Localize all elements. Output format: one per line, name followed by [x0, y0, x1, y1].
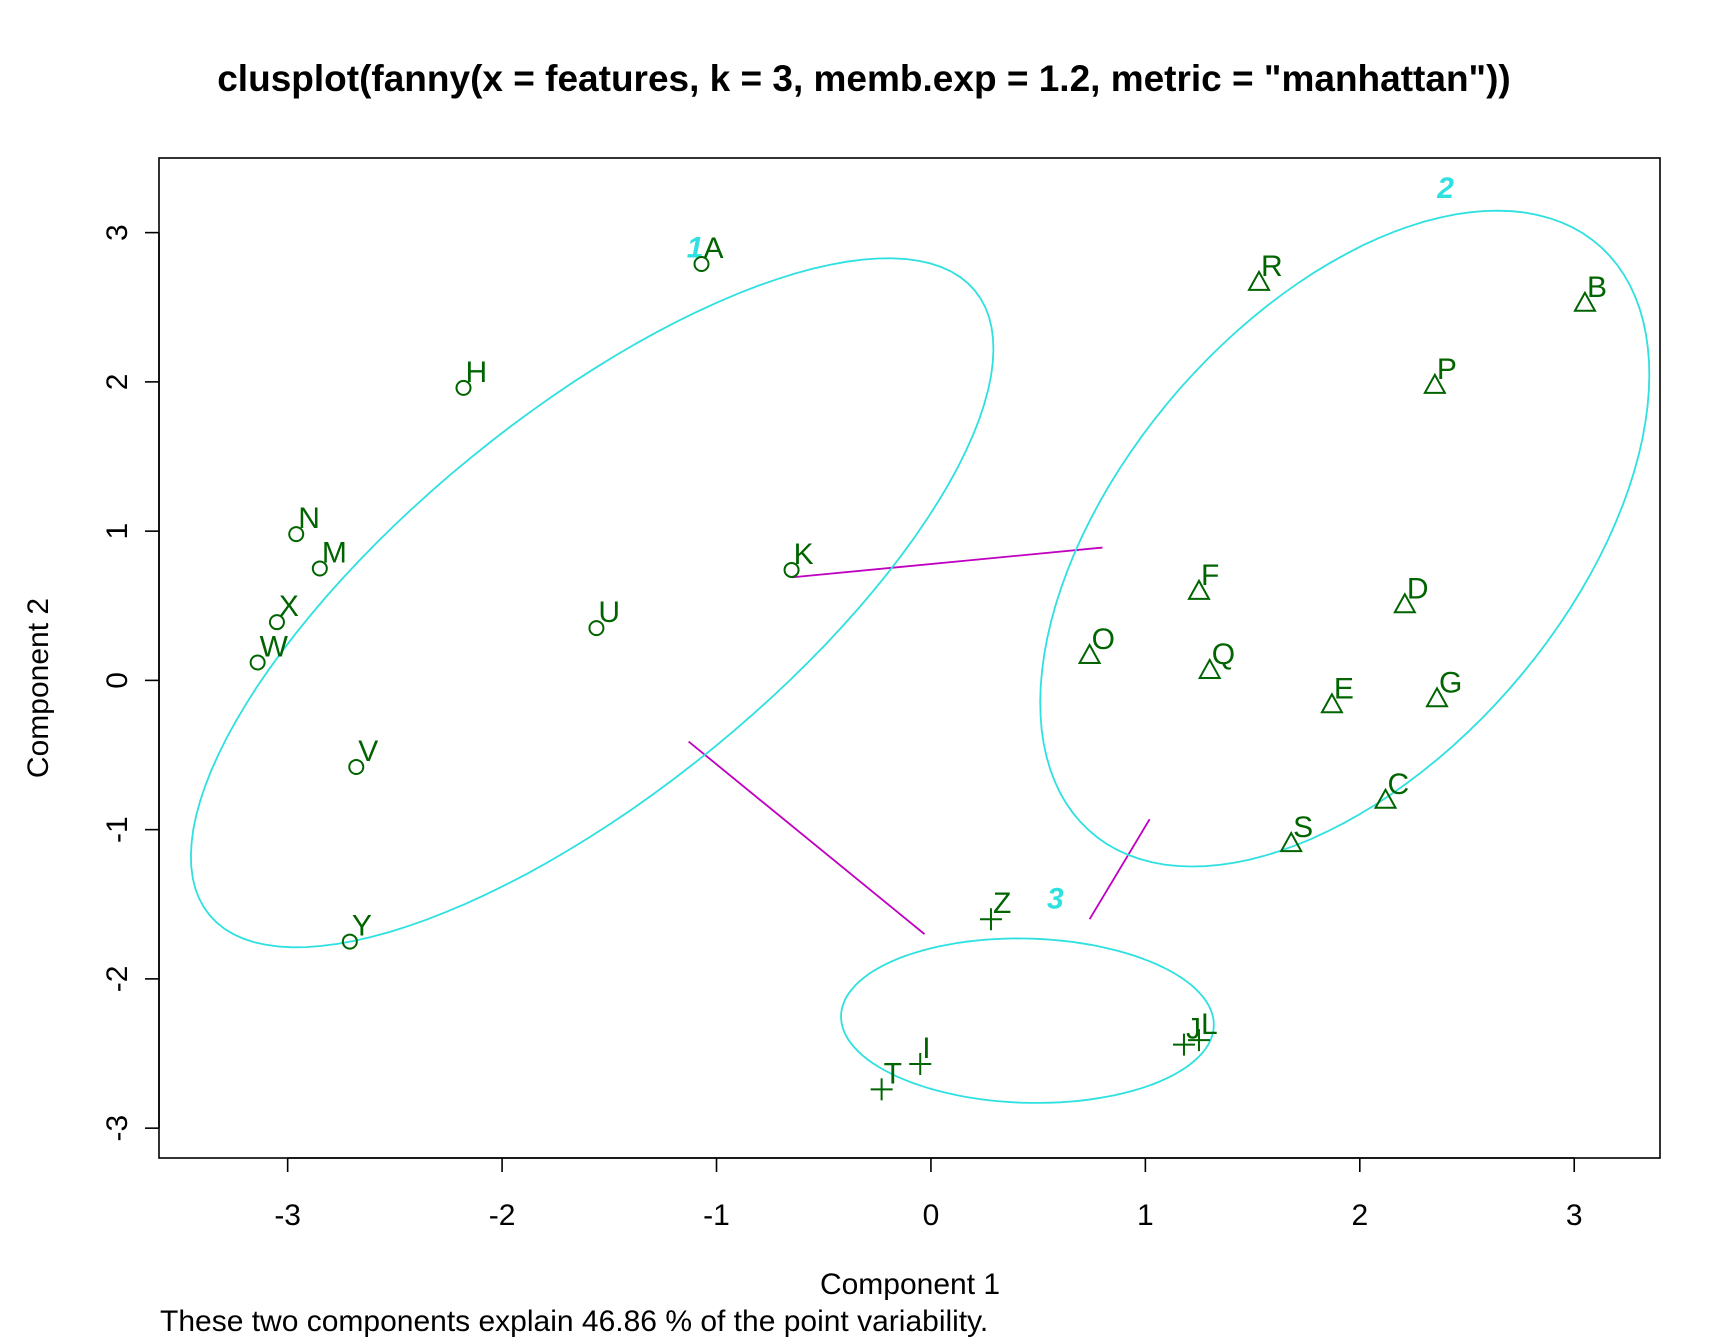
point-label-E: E — [1334, 672, 1354, 705]
cluster-distance-line — [688, 740, 926, 935]
point-label-Z: Z — [993, 887, 1011, 920]
y-tick-label: 3 — [101, 224, 134, 241]
y-tick-label: -2 — [101, 966, 134, 993]
point-label-X: X — [279, 590, 299, 623]
point-label-S: S — [1293, 811, 1313, 844]
cluster-label-2: 2 — [1436, 172, 1454, 205]
y-axis: -3 -2 -1 0 1 2 3 — [101, 224, 160, 1142]
point-label-R: R — [1261, 250, 1283, 283]
point-marker-G — [1425, 686, 1449, 708]
point-marker-W — [249, 654, 266, 671]
point-marker-U — [588, 620, 605, 637]
point-marker-V — [348, 758, 365, 775]
point-label-H: H — [465, 356, 487, 389]
x-tick-label: 3 — [1566, 1199, 1583, 1232]
point-label-O: O — [1092, 623, 1115, 656]
point-label-T: T — [884, 1057, 902, 1090]
point-label-V: V — [358, 735, 378, 768]
point-label-W: W — [260, 630, 289, 663]
point-marker-Z — [979, 908, 1002, 931]
point-marker-C — [1373, 787, 1398, 809]
point-label-F: F — [1201, 559, 1219, 592]
point-label-Y: Y — [352, 910, 372, 943]
point-marker-M — [311, 560, 328, 577]
point-label-K: K — [794, 538, 814, 571]
chart-title: clusplot(fanny(x = features, k = 3, memb… — [217, 58, 1511, 99]
point-label-J: J — [1186, 1013, 1201, 1046]
y-tick-label: 0 — [101, 672, 134, 689]
plot-frame — [158, 157, 1661, 1159]
point-marker-B — [1573, 290, 1597, 312]
y-tick-label: 1 — [101, 523, 134, 540]
cluster-label-3: 3 — [1047, 882, 1064, 915]
variability-note: These two components explain 46.86 % of … — [160, 1305, 989, 1338]
x-tick-label: -1 — [703, 1199, 730, 1232]
x-tick-label: -3 — [274, 1199, 301, 1232]
point-marker-S — [1279, 831, 1303, 853]
point-label-D: D — [1407, 572, 1429, 605]
point-marker-N — [288, 526, 305, 543]
point-marker-J — [1172, 1033, 1195, 1056]
point-marker-E — [1320, 692, 1344, 714]
cluster-ellipses: 123 — [189, 172, 1651, 1104]
point-label-G: G — [1439, 666, 1462, 699]
point-marker-Q — [1198, 657, 1222, 679]
point-marker-L — [1187, 1029, 1210, 1052]
point-marker-O — [1077, 642, 1102, 665]
x-axis: -3 -2 -1 0 1 2 3 — [274, 1157, 1583, 1232]
x-tick-label: 2 — [1351, 1199, 1368, 1232]
point-marker-D — [1393, 592, 1417, 614]
cluster-distance-line — [791, 546, 1103, 579]
x-tick-label: 0 — [923, 1199, 940, 1232]
point-marker-K — [783, 561, 800, 578]
cluster-ellipse-3 — [840, 937, 1215, 1104]
point-marker-I — [909, 1052, 932, 1075]
point-label-L: L — [1201, 1008, 1218, 1041]
y-axis-label: Component 2 — [22, 597, 55, 779]
point-label-P: P — [1437, 353, 1457, 386]
point-label-Q: Q — [1212, 638, 1235, 671]
x-axis-label: Component 1 — [819, 1268, 1001, 1301]
point-marker-R — [1247, 269, 1271, 291]
y-tick-label: -1 — [101, 816, 134, 843]
point-label-M: M — [322, 536, 347, 569]
y-tick-label: -3 — [101, 1115, 134, 1142]
x-tick-label: -2 — [489, 1199, 516, 1232]
cluster-ellipse-1 — [189, 257, 995, 949]
cluster-ellipse-2 — [1039, 209, 1651, 868]
cluster-distance-lines — [688, 546, 1151, 935]
y-tick-label: 2 — [101, 374, 134, 391]
cluster-distance-line — [1088, 818, 1151, 920]
x-tick-label: 1 — [1137, 1199, 1154, 1232]
point-label-I: I — [922, 1032, 930, 1065]
point-marker-F — [1187, 578, 1211, 600]
point-marker-P — [1423, 372, 1447, 394]
point-marker-Y — [341, 933, 358, 950]
point-label-U: U — [598, 596, 620, 629]
point-label-A: A — [704, 232, 724, 265]
point-label-C: C — [1388, 768, 1410, 801]
point-marker-A — [693, 255, 710, 272]
point-marker-T — [870, 1078, 893, 1101]
point-label-B: B — [1587, 271, 1607, 304]
point-marker-H — [455, 379, 472, 396]
point-label-N: N — [298, 502, 320, 535]
point-marker-X — [268, 614, 285, 631]
